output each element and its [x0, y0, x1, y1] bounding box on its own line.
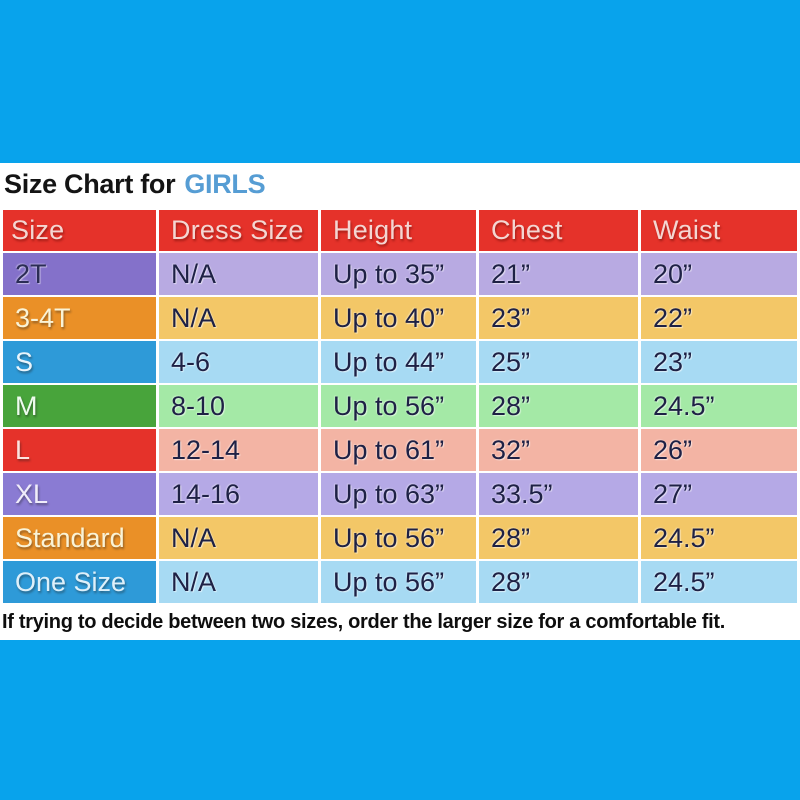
waist-cell: 24.5” — [641, 561, 797, 603]
size-cell: M — [3, 385, 156, 427]
size-cell: One Size — [3, 561, 156, 603]
size-cell: L — [3, 429, 156, 471]
table-row: 2T N/A Up to 35” 21” 20” — [3, 253, 797, 295]
dress-size-cell: 8-10 — [159, 385, 318, 427]
waist-cell: 24.5” — [641, 385, 797, 427]
title-text: Size Chart for — [4, 169, 176, 199]
chest-cell: 28” — [479, 385, 638, 427]
size-cell: XL — [3, 473, 156, 515]
size-cell: 2T — [3, 253, 156, 295]
height-cell: Up to 40” — [321, 297, 476, 339]
page-title: Size Chart for GIRLS — [0, 163, 800, 208]
column-header-size: Size — [3, 210, 156, 251]
height-cell: Up to 56” — [321, 561, 476, 603]
size-cell: Standard — [3, 517, 156, 559]
waist-cell: 20” — [641, 253, 797, 295]
dress-size-cell: N/A — [159, 561, 318, 603]
chest-cell: 28” — [479, 517, 638, 559]
table-row: One Size N/A Up to 56” 28” 24.5” — [3, 561, 797, 603]
height-cell: Up to 56” — [321, 385, 476, 427]
table-header-row: Size Dress Size Height Chest Waist — [3, 210, 797, 251]
table-row: S 4-6 Up to 44” 25” 23” — [3, 341, 797, 383]
dress-size-cell: N/A — [159, 297, 318, 339]
size-chart-table: Size Dress Size Height Chest Waist 2T N/A Up t… — [0, 208, 800, 605]
dress-size-cell: N/A — [159, 517, 318, 559]
waist-cell: 23” — [641, 341, 797, 383]
chest-cell: 25” — [479, 341, 638, 383]
chest-cell: 28” — [479, 561, 638, 603]
dress-size-cell: 12-14 — [159, 429, 318, 471]
chest-cell: 32” — [479, 429, 638, 471]
column-header-dress-size: Dress Size — [159, 210, 318, 251]
chest-cell: 33.5” — [479, 473, 638, 515]
column-header-height: Height — [321, 210, 476, 251]
chest-cell: 21” — [479, 253, 638, 295]
waist-cell: 22” — [641, 297, 797, 339]
height-cell: Up to 35” — [321, 253, 476, 295]
table-row: 3-4T N/A Up to 40” 23” 22” — [3, 297, 797, 339]
dress-size-cell: N/A — [159, 253, 318, 295]
table-row: L 12-14 Up to 61” 32” 26” — [3, 429, 797, 471]
column-header-chest: Chest — [479, 210, 638, 251]
dress-size-cell: 4-6 — [159, 341, 318, 383]
chest-cell: 23” — [479, 297, 638, 339]
size-cell: S — [3, 341, 156, 383]
footer-note: If trying to decide between two sizes, o… — [2, 611, 726, 633]
height-cell: Up to 61” — [321, 429, 476, 471]
dress-size-cell: 14-16 — [159, 473, 318, 515]
waist-cell: 24.5” — [641, 517, 797, 559]
table-row: Standard N/A Up to 56” 28” 24.5” — [3, 517, 797, 559]
table-row: XL 14-16 Up to 63” 33.5” 27” — [3, 473, 797, 515]
height-cell: Up to 56” — [321, 517, 476, 559]
table-row: M 8-10 Up to 56” 28” 24.5” — [3, 385, 797, 427]
title-highlight: GIRLS — [184, 169, 266, 199]
waist-cell: 27” — [641, 473, 797, 515]
height-cell: Up to 63” — [321, 473, 476, 515]
size-cell: 3-4T — [3, 297, 156, 339]
column-header-waist: Waist — [641, 210, 797, 251]
height-cell: Up to 44” — [321, 341, 476, 383]
size-chart-panel: Size Chart for GIRLS Size Dress Size Height… — [0, 163, 800, 640]
waist-cell: 26” — [641, 429, 797, 471]
